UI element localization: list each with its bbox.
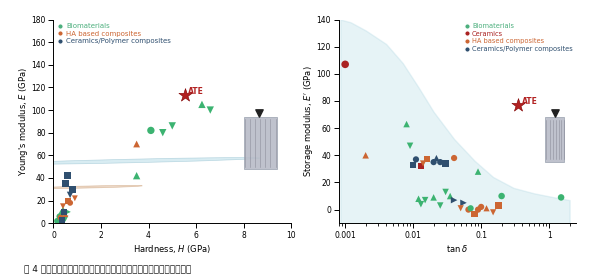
Point	[494, 203, 503, 208]
Point	[416, 202, 426, 206]
Point	[429, 195, 438, 200]
Point	[456, 206, 466, 210]
Point	[61, 181, 70, 186]
Point	[473, 207, 483, 212]
Point	[482, 206, 491, 210]
Point	[441, 190, 450, 194]
Ellipse shape	[4, 158, 260, 164]
Y-axis label: Young's modulus, $E$ (GPa): Young's modulus, $E$ (GPa)	[17, 67, 30, 176]
Point	[464, 207, 473, 212]
Legend: Biomaterials, HA based composites, Ceramics/Polymer composites: Biomaterials, HA based composites, Ceram…	[57, 23, 171, 44]
Point	[470, 211, 479, 216]
Point	[56, 211, 65, 215]
Text: 图 4 部分材料机械性能比较，包括硬度、模量、储能模量和损耗角。: 图 4 部分材料机械性能比较，包括硬度、模量、储能模量和损耗角。	[24, 264, 191, 273]
X-axis label: Hardness, $H$ (GPa): Hardness, $H$ (GPa)	[133, 243, 211, 255]
Point	[435, 160, 445, 164]
Bar	[545, 117, 564, 162]
Point	[206, 108, 215, 112]
Point	[57, 218, 67, 222]
Point	[476, 205, 486, 209]
Point	[409, 163, 418, 167]
Point	[197, 102, 207, 107]
Point	[421, 198, 430, 202]
Point	[449, 156, 459, 160]
Point	[550, 111, 560, 116]
Point	[63, 174, 72, 178]
Y-axis label: Storage modulus, $E'$ (GPa): Storage modulus, $E'$ (GPa)	[302, 66, 315, 177]
Point	[449, 198, 459, 202]
Point	[63, 210, 72, 214]
Point	[418, 161, 428, 166]
Ellipse shape	[36, 186, 143, 189]
Point	[52, 219, 62, 223]
Point	[254, 111, 264, 116]
Point	[557, 195, 566, 200]
Point	[61, 212, 70, 217]
Point	[132, 174, 141, 178]
Point	[405, 144, 415, 148]
Bar	[244, 117, 277, 169]
Text: ATE: ATE	[188, 87, 204, 96]
Point	[422, 157, 432, 162]
Point	[432, 156, 441, 160]
Point	[181, 93, 190, 98]
Point	[411, 157, 421, 162]
Point	[340, 62, 350, 67]
Point	[361, 153, 371, 158]
Point	[65, 201, 75, 205]
Point	[402, 122, 411, 126]
Point	[497, 194, 506, 198]
Legend: Biomaterials, Ceramics, HA based composites, Ceramics/Polymer composites: Biomaterials, Ceramics, HA based composi…	[463, 23, 573, 52]
Point	[466, 206, 475, 210]
Point	[70, 196, 80, 201]
Text: ATE: ATE	[522, 97, 538, 106]
Point	[58, 204, 68, 208]
X-axis label: $\tan\delta$: $\tan\delta$	[447, 243, 468, 254]
Point	[63, 198, 72, 203]
Point	[414, 196, 424, 201]
Point	[56, 215, 65, 220]
Point	[65, 193, 75, 197]
Point	[435, 203, 445, 208]
Point	[158, 131, 168, 135]
Point	[59, 210, 69, 214]
Point	[168, 124, 177, 128]
Point	[441, 161, 450, 166]
Point	[146, 128, 156, 133]
Point	[488, 210, 498, 215]
Point	[61, 217, 70, 221]
Point	[459, 201, 468, 205]
Point	[132, 142, 141, 146]
Point	[55, 214, 64, 219]
Point	[416, 164, 426, 169]
Point	[513, 103, 523, 107]
Point	[473, 169, 483, 174]
Point	[429, 160, 438, 164]
Point	[446, 194, 455, 198]
Point	[68, 187, 77, 191]
Point	[58, 207, 68, 212]
